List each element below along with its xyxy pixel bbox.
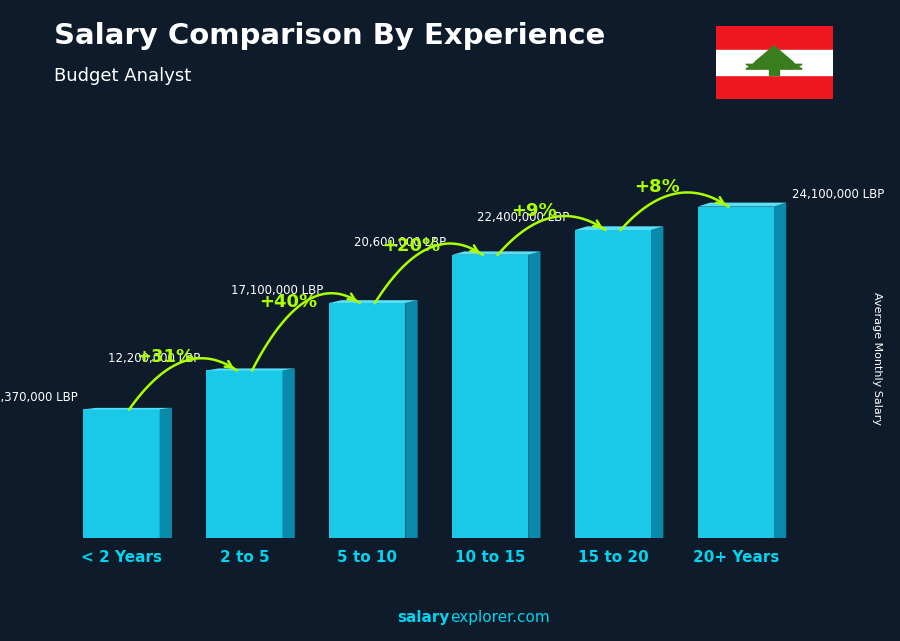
Bar <box>575 230 651 538</box>
Bar <box>206 370 283 538</box>
Text: explorer.com: explorer.com <box>450 610 550 625</box>
Text: 9,370,000 LBP: 9,370,000 LBP <box>0 391 77 404</box>
Polygon shape <box>782 64 802 69</box>
Polygon shape <box>528 251 541 538</box>
Polygon shape <box>452 251 541 254</box>
Text: 12,200,000 LBP: 12,200,000 LBP <box>108 352 200 365</box>
Bar <box>698 206 774 538</box>
Bar <box>716 49 832 76</box>
Text: +8%: +8% <box>634 178 680 196</box>
Polygon shape <box>575 226 663 230</box>
Bar <box>329 303 405 538</box>
Bar <box>770 69 778 76</box>
Polygon shape <box>746 49 802 69</box>
Bar <box>452 254 528 538</box>
Text: Salary Comparison By Experience: Salary Comparison By Experience <box>54 22 605 51</box>
Polygon shape <box>329 300 418 303</box>
Bar <box>716 76 832 99</box>
Text: 20,600,000 LBP: 20,600,000 LBP <box>354 237 446 249</box>
Polygon shape <box>754 46 794 62</box>
Bar <box>716 26 832 49</box>
Text: 17,100,000 LBP: 17,100,000 LBP <box>230 285 323 297</box>
Text: +31%: +31% <box>137 348 194 367</box>
Text: +20%: +20% <box>382 237 440 254</box>
Polygon shape <box>206 369 295 370</box>
Polygon shape <box>84 408 172 410</box>
Text: Budget Analyst: Budget Analyst <box>54 67 191 85</box>
Polygon shape <box>159 408 172 538</box>
Text: 24,100,000 LBP: 24,100,000 LBP <box>792 188 885 201</box>
Bar <box>84 410 159 538</box>
Text: +40%: +40% <box>259 294 318 312</box>
Polygon shape <box>746 64 766 69</box>
Text: salary: salary <box>398 610 450 625</box>
Text: 22,400,000 LBP: 22,400,000 LBP <box>476 212 569 224</box>
Text: +9%: +9% <box>511 202 557 220</box>
Polygon shape <box>774 203 787 538</box>
Text: Average Monthly Salary: Average Monthly Salary <box>872 292 883 426</box>
Polygon shape <box>283 369 295 538</box>
Polygon shape <box>405 300 418 538</box>
Polygon shape <box>651 226 663 538</box>
Polygon shape <box>698 203 787 206</box>
